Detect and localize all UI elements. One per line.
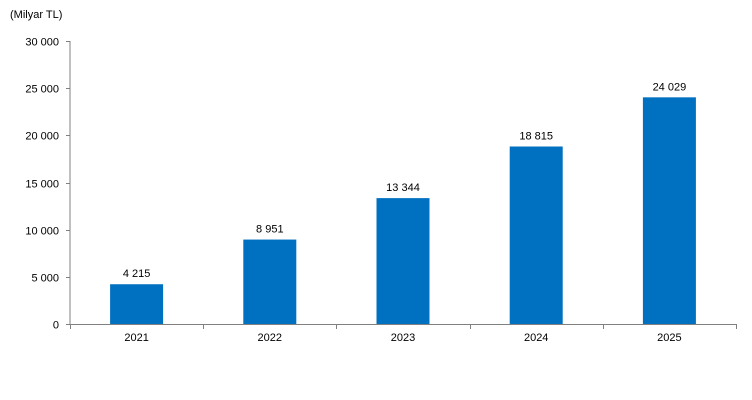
y-tick-label: 20 000 bbox=[25, 131, 59, 143]
bars bbox=[110, 97, 696, 324]
x-tick-label-2021: 2021 bbox=[124, 332, 148, 344]
x-axis: 2021 2022 2023 2024 2025 bbox=[70, 324, 737, 344]
x-tick-label-2023: 2023 bbox=[391, 332, 415, 344]
y-tick-label: 5 000 bbox=[31, 273, 59, 285]
y-unit-label: (Milyar TL) bbox=[10, 9, 62, 21]
y-tick-label: 30 000 bbox=[25, 37, 59, 49]
y-axis: 0 5 000 10 000 15 000 20 000 25 000 30 000 bbox=[25, 37, 71, 332]
x-tick-label-2024: 2024 bbox=[524, 332, 548, 344]
data-label-2021: 4 215 bbox=[123, 268, 151, 280]
bar-2022 bbox=[243, 239, 297, 324]
bar-2024 bbox=[509, 146, 563, 324]
y-tick-label: 15 000 bbox=[25, 179, 59, 191]
x-tick-label-2022: 2022 bbox=[258, 332, 282, 344]
bar-2021 bbox=[110, 284, 164, 324]
x-tick-label-2025: 2025 bbox=[657, 332, 681, 344]
y-tick-label: 10 000 bbox=[25, 226, 59, 238]
data-label-2022: 8 951 bbox=[256, 224, 284, 236]
bar-2023 bbox=[376, 198, 430, 324]
y-tick-label: 0 bbox=[53, 320, 59, 332]
data-label-2025: 24 029 bbox=[653, 81, 687, 93]
data-labels: 4 215 8 951 13 344 18 815 24 029 bbox=[123, 81, 686, 280]
data-label-2024: 18 815 bbox=[519, 131, 553, 143]
y-tick-label: 25 000 bbox=[25, 84, 59, 96]
data-label-2023: 13 344 bbox=[386, 182, 420, 194]
bar-2025 bbox=[642, 97, 696, 324]
